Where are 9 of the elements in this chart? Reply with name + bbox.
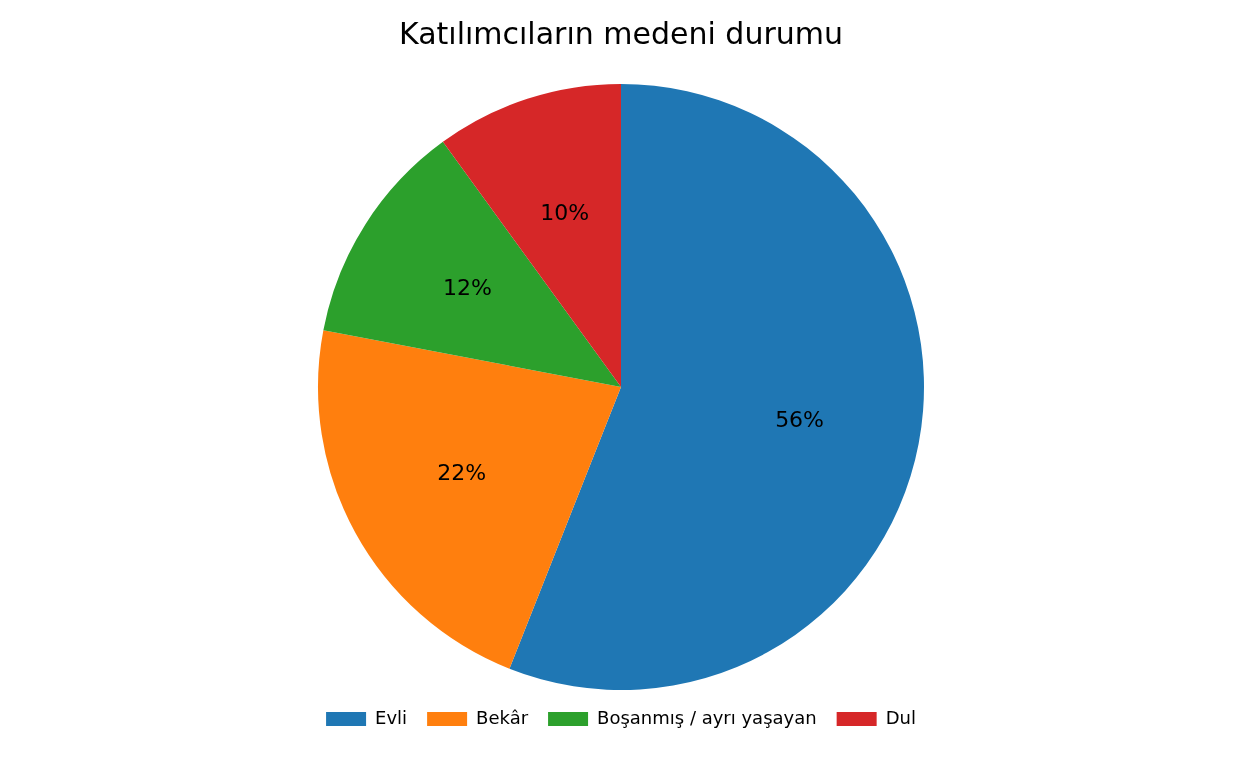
- chart-title: Katılımcıların medeni durumu: [399, 15, 843, 51]
- data-label: 56%: [775, 406, 825, 432]
- data-label: 22%: [437, 460, 487, 486]
- legend-label: Dul: [885, 706, 916, 728]
- data-label: 10%: [540, 199, 590, 225]
- legend-label: Boşanmış / ayrı yaşayan: [597, 706, 817, 728]
- legend-label: Evli: [375, 706, 408, 728]
- data-label: 12%: [443, 275, 492, 301]
- legend-label: Bekâr: [476, 706, 529, 728]
